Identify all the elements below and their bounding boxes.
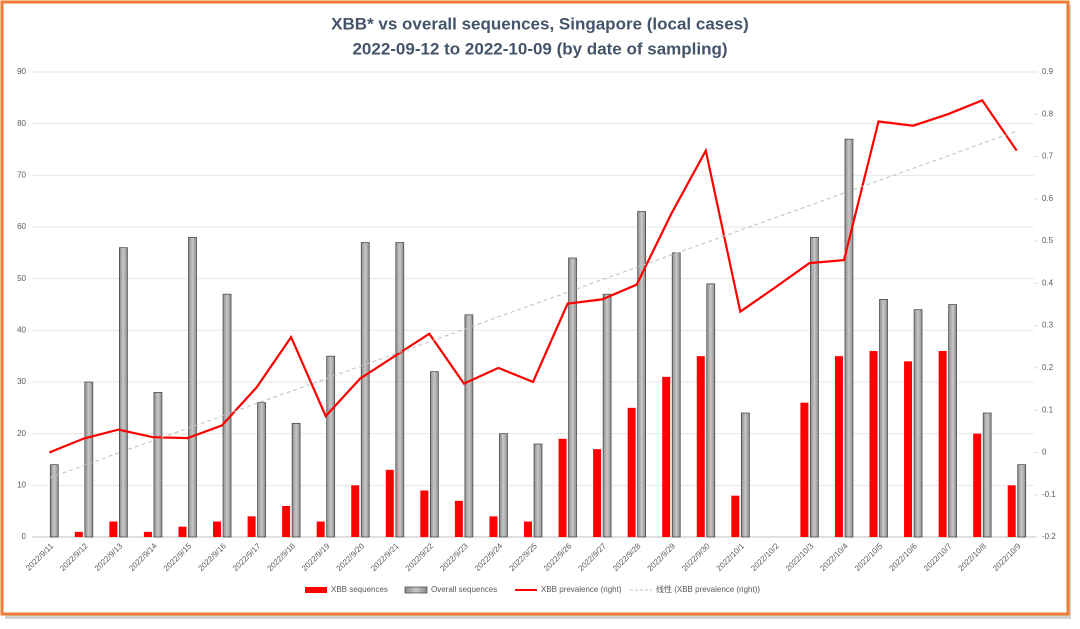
bar [740, 412, 750, 538]
bar [593, 449, 602, 537]
bar [153, 391, 163, 538]
bar [568, 257, 577, 538]
y-tick-label: 10 [17, 480, 26, 489]
bar [844, 138, 854, 538]
bar [74, 531, 83, 537]
bar [49, 464, 59, 538]
bar [420, 490, 429, 537]
bar [119, 247, 128, 538]
bar [1017, 464, 1027, 538]
y2-tick-label: 0.6 [1042, 194, 1054, 203]
y2-tick-label: 0.9 [1042, 67, 1054, 76]
legend-swatch [404, 586, 428, 594]
bar [696, 356, 705, 537]
bar [178, 526, 187, 537]
y-tick-label: 50 [17, 274, 26, 283]
y2-tick-label: 0.8 [1042, 109, 1054, 118]
bar [879, 298, 888, 538]
bar [316, 521, 325, 537]
y-tick-label: 60 [17, 222, 26, 231]
chart-title: XBB* vs overall sequences, Singapore (lo… [331, 14, 749, 33]
bar [637, 211, 647, 538]
y2-tick-label: 0 [1042, 448, 1047, 457]
bar [731, 495, 740, 537]
bar [188, 236, 197, 538]
bar [913, 309, 923, 538]
bar [834, 356, 843, 537]
y2-tick-label: 0.4 [1042, 278, 1054, 287]
bar [109, 521, 118, 537]
bar [454, 500, 463, 537]
bar [1007, 485, 1016, 537]
bar [291, 422, 301, 538]
bar [360, 242, 370, 538]
bar [84, 381, 94, 538]
bar [213, 521, 222, 537]
bar [938, 351, 947, 537]
y2-tick-label: 0.7 [1042, 152, 1054, 161]
bar [810, 236, 819, 538]
y-tick-label: 30 [17, 377, 26, 386]
bar [385, 469, 394, 537]
bar [395, 242, 405, 538]
bar [602, 293, 612, 538]
y-tick-label: 0 [22, 532, 27, 541]
bar [948, 304, 957, 538]
y2-tick-label: 0.5 [1042, 236, 1054, 245]
bar [429, 371, 439, 538]
bar [904, 361, 913, 537]
bar [982, 412, 992, 538]
bar [533, 443, 543, 538]
y-tick-label: 40 [17, 325, 26, 334]
bar [973, 433, 982, 537]
y2-tick-label: 0.2 [1042, 363, 1054, 372]
bar [558, 438, 567, 537]
bar [143, 531, 152, 537]
trend-line [49, 130, 1017, 479]
legend-label: Overall sequences [431, 585, 497, 594]
y-tick-label: 90 [17, 67, 26, 76]
bar [489, 516, 498, 537]
bar [524, 521, 532, 537]
y-tick-label: 20 [17, 429, 26, 438]
y2-tick-label: -0.1 [1042, 490, 1056, 499]
y-tick-label: 70 [17, 170, 26, 179]
bar [869, 351, 878, 537]
bar [282, 506, 291, 537]
bar [326, 355, 336, 538]
line [48, 98, 1018, 454]
bar [464, 314, 474, 538]
y-tick-label: 80 [17, 119, 26, 128]
bar [671, 252, 681, 538]
y2-tick-label: 0.3 [1042, 321, 1054, 330]
bar [800, 402, 809, 537]
legend-swatch [305, 587, 327, 593]
legend-label: XBB prevalence (right) [541, 585, 622, 594]
bar [499, 433, 508, 538]
bar [662, 376, 671, 537]
bar [351, 485, 360, 537]
legend-label: 线性 (XBB prevalence (right)) [656, 584, 760, 594]
bar [706, 283, 716, 538]
y2-tick-label: 0.1 [1042, 405, 1054, 414]
bar [627, 407, 636, 537]
y2-tick-label: -0.2 [1042, 532, 1056, 541]
chart-subtitle: 2022-09-12 to 2022-10-09 (by date of sam… [352, 39, 727, 58]
bar [247, 516, 256, 537]
bar [257, 402, 266, 538]
legend-label: XBB sequences [331, 585, 388, 594]
